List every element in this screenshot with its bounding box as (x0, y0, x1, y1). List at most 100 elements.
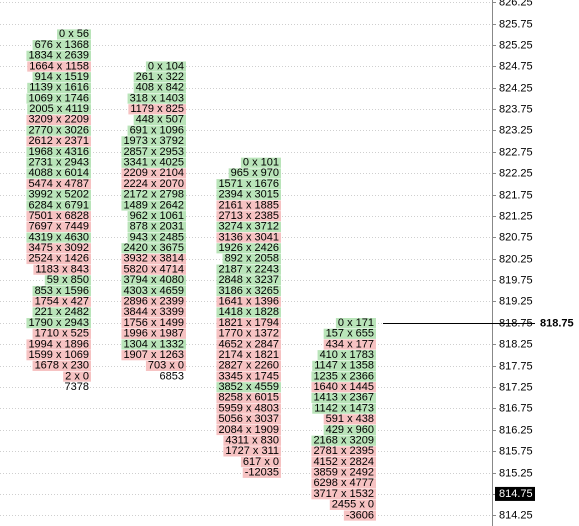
cell-label: 448 x 507 (136, 114, 184, 126)
volume-cell (133, 72, 186, 83)
volume-cell (216, 392, 281, 404)
volume-cell (127, 221, 186, 232)
cell-label: 2187 x 2243 (218, 263, 279, 275)
cell-label: 1640 x 1445 (313, 381, 374, 393)
volume-cell (121, 243, 186, 254)
volume-cell (121, 168, 186, 179)
cell-label: 2781 x 2395 (313, 445, 374, 457)
y-tick-label: 815.25 (499, 468, 533, 480)
volume-cell (26, 221, 91, 232)
cell-label: 1142 x 1473 (314, 402, 374, 414)
volume-cell (127, 232, 186, 243)
volume-cell (26, 253, 91, 265)
volume-cell (128, 104, 186, 115)
volume-cell (216, 189, 281, 200)
volume-cell (323, 339, 376, 350)
cell-label: 1770 x 1372 (218, 328, 279, 340)
volume-cell (216, 211, 281, 222)
volume-cell (121, 200, 186, 211)
volume-cell (216, 200, 281, 211)
cell-label: 4152 x 2824 (313, 456, 374, 468)
volume-cell (216, 243, 281, 254)
y-tick-label: 826.25 (499, 0, 533, 9)
y-tick-label: 816.25 (499, 425, 533, 437)
volume-cell (26, 146, 91, 158)
volume-cell (216, 307, 281, 318)
cell-label: 157 x 655 (326, 328, 374, 340)
volume-cell (26, 168, 91, 179)
volume-cell (312, 360, 376, 371)
y-tick-label: 822.25 (499, 168, 533, 180)
cell-label: 0 x 101 (243, 157, 279, 169)
volume-cell (26, 179, 91, 190)
cell-label: 1179 x 825 (130, 103, 184, 115)
y-tick-label: 824.25 (499, 83, 533, 95)
cell-label: 2896 x 2399 (123, 295, 184, 307)
cell-label: 1968 x 4316 (28, 146, 89, 158)
cell-label: 703 x 0 (148, 360, 184, 372)
cell-label: 878 x 2031 (130, 221, 184, 233)
cell-label: 3794 x 4080 (123, 274, 184, 286)
volume-cell (216, 328, 281, 339)
cell-label: 914 x 1519 (35, 71, 89, 83)
y-tick-label: 817.25 (499, 382, 533, 394)
cell-label: 1973 x 3792 (123, 135, 184, 147)
volume-cell (26, 189, 91, 200)
cell-label: 408 x 842 (136, 82, 184, 94)
volume-cell (121, 253, 186, 265)
volume-cell (312, 403, 376, 414)
cell-label: 0 x 56 (59, 28, 89, 40)
volume-cell (223, 446, 281, 457)
cell-label: 6298 x 4777 (313, 477, 374, 489)
cell-label: 2420 x 3675 (123, 242, 184, 254)
volume-cell (216, 350, 281, 361)
volume-cell (32, 296, 91, 307)
volume-cell (121, 285, 186, 297)
volume-cell (32, 40, 91, 51)
cell-label: 1756 x 1499 (123, 317, 184, 329)
y-tick-label: 823.75 (499, 104, 533, 116)
cell-label: 2209 x 2104 (123, 167, 184, 179)
cell-label: 1183 x 843 (35, 263, 89, 275)
volume-cell (311, 467, 376, 478)
volume-cell (145, 61, 186, 72)
y-tick-label: 819.75 (499, 275, 533, 287)
cell-label: 962 x 1061 (130, 210, 184, 222)
cell-label: 3274 x 3712 (218, 221, 279, 233)
cell-label: 2827 x 2260 (218, 360, 279, 372)
volume-cell (311, 446, 376, 457)
cell-label: 3717 x 1532 (313, 488, 374, 500)
cell-label: 261 x 322 (136, 71, 184, 83)
cell-label: 1489 x 2642 (123, 199, 184, 211)
cell-label: 676 x 1368 (35, 39, 89, 51)
volume-cell (27, 104, 91, 115)
volume-cell (121, 146, 186, 158)
cell-label: 4088 x 6014 (28, 167, 89, 179)
cell-label: 410 x 1783 (320, 349, 374, 361)
volume-cell (121, 179, 186, 190)
volume-cell (223, 435, 281, 446)
cell-label: 1413 x 2367 (313, 392, 374, 404)
cell-label: 7697 x 7449 (28, 221, 89, 233)
volume-cell (240, 157, 281, 168)
delta-cell (343, 510, 376, 521)
volume-cell (32, 360, 91, 371)
volume-cell (216, 382, 281, 393)
cell-label: 1790 x 2943 (28, 317, 89, 329)
cell-label: 318 x 1403 (130, 92, 184, 104)
cell-label: 1664 x 1158 (29, 60, 89, 72)
cell-label: 2770 x 3026 (28, 124, 89, 136)
cell-label: 1678 x 230 (35, 360, 89, 372)
cell-label: 1069 x 1746 (28, 92, 89, 104)
cell-label: 853 x 1596 (35, 285, 89, 297)
cell-label: 1304 x 1332 (123, 338, 184, 350)
cell-label: 1821 x 1794 (218, 317, 279, 329)
cell-label: 1926 x 2426 (218, 242, 279, 254)
volume-cell (26, 232, 91, 243)
volume-cell (121, 136, 186, 147)
volume-cell (26, 136, 91, 147)
y-tick-label: 825.75 (499, 19, 533, 31)
volume-cell (311, 457, 376, 468)
cell-label: 1235 x 2366 (313, 370, 374, 382)
y-tick-label: 815.75 (499, 446, 533, 458)
